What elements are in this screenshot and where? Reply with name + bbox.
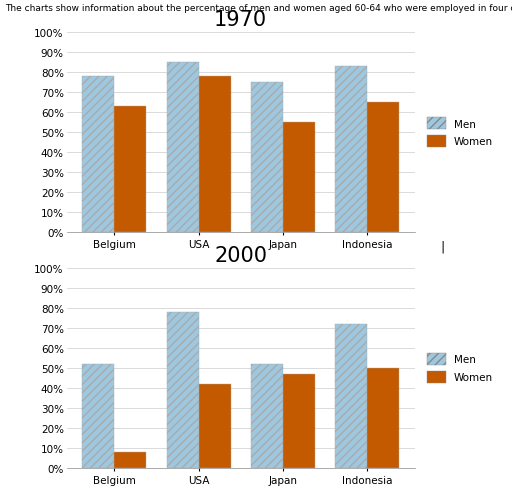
Bar bbox=[199, 384, 230, 468]
Legend: Men, Women: Men, Women bbox=[427, 117, 493, 148]
Bar bbox=[283, 374, 315, 468]
Bar bbox=[166, 63, 199, 233]
Bar bbox=[166, 312, 199, 468]
Bar bbox=[114, 107, 146, 233]
Bar bbox=[335, 324, 367, 468]
Bar bbox=[367, 103, 399, 233]
Bar bbox=[335, 67, 367, 233]
Text: |: | bbox=[441, 240, 445, 253]
Bar bbox=[251, 364, 283, 468]
Bar bbox=[367, 368, 399, 468]
Title: 2000: 2000 bbox=[214, 245, 267, 265]
Bar bbox=[199, 77, 230, 233]
Bar bbox=[283, 123, 315, 233]
Bar bbox=[114, 452, 146, 468]
Bar bbox=[82, 364, 114, 468]
Bar bbox=[251, 83, 283, 233]
Title: 1970: 1970 bbox=[214, 10, 267, 30]
Bar bbox=[82, 77, 114, 233]
Text: The charts show information about the percentage of men and women aged 60-64 who: The charts show information about the pe… bbox=[5, 4, 512, 13]
Legend: Men, Women: Men, Women bbox=[427, 353, 493, 384]
